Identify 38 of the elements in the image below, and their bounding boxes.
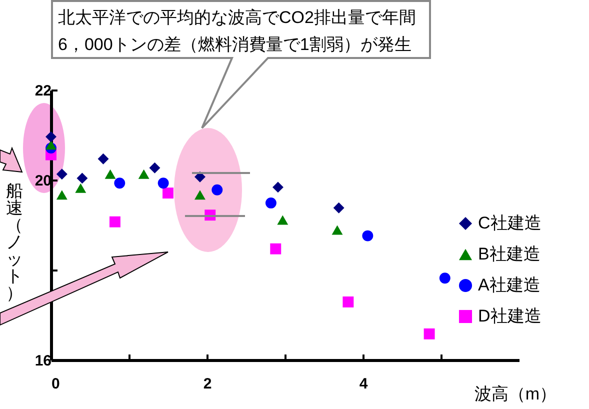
point <box>56 190 68 200</box>
legend-label: A社建造 <box>478 276 540 294</box>
x-axis-title: 波高（m） <box>474 384 556 404</box>
point <box>162 188 174 199</box>
point <box>277 215 288 225</box>
point <box>265 197 276 208</box>
text: 北太平洋での平均的な波高でCO2排出量で年間 6，000トンの差（燃料消費量で1割弱）が発生 <box>58 7 417 56</box>
legend-label: B社建造 <box>478 244 540 264</box>
point <box>362 230 374 242</box>
point <box>46 140 56 150</box>
y-tick-label: 16 <box>34 352 52 370</box>
point <box>56 168 68 180</box>
point <box>270 243 282 254</box>
x-tick-label: 4 <box>359 376 368 392</box>
legend-label: C社建造 <box>478 214 542 232</box>
point <box>342 296 354 308</box>
point <box>104 169 116 179</box>
point <box>158 178 169 189</box>
point <box>272 182 284 193</box>
point <box>212 184 223 196</box>
point <box>114 178 126 189</box>
point <box>439 272 450 284</box>
x-tick-label: 2 <box>203 376 212 392</box>
point <box>424 328 435 340</box>
point <box>109 216 120 228</box>
point <box>194 190 206 200</box>
point <box>333 202 344 214</box>
legend-label: D社建造 <box>478 306 542 326</box>
point <box>75 183 86 193</box>
point <box>138 169 150 179</box>
point <box>332 225 343 235</box>
point <box>98 153 109 164</box>
x-tick-label: 0 <box>52 376 60 392</box>
point <box>149 162 160 174</box>
point <box>46 131 56 142</box>
y-axis-title: 船速（ノット） <box>6 182 23 302</box>
y-tick-label: 22 <box>34 82 52 100</box>
point <box>76 172 88 184</box>
